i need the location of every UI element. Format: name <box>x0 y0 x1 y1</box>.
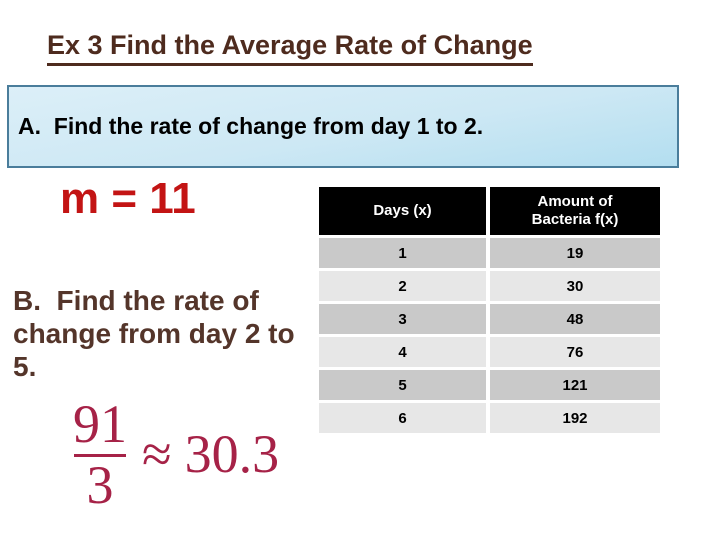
table-cell-day: 4 <box>319 337 486 367</box>
table-cell-amount: 30 <box>490 271 660 301</box>
fraction: 91 3 <box>73 394 127 515</box>
table-cell-day: 6 <box>319 403 486 433</box>
fraction-numerator: 91 <box>73 394 127 454</box>
table-cell-amount: 121 <box>490 370 660 400</box>
table-cell-amount: 19 <box>490 238 660 268</box>
table-cell-amount: 48 <box>490 304 660 334</box>
bacteria-table: Days (x) Amount of Bacteria f(x) 1 19 2 … <box>319 187 660 433</box>
table-header-amount: Amount of Bacteria f(x) <box>490 187 660 235</box>
question-b-text: B. Find the rate of change from day 2 to… <box>13 285 303 383</box>
fraction-denominator: 3 <box>86 454 114 515</box>
fraction-bar <box>74 453 126 457</box>
question-a-box: A. Find the rate of change from day 1 to… <box>7 85 679 168</box>
page-title: Ex 3 Find the Average Rate of Change <box>47 30 533 66</box>
table-cell-amount: 192 <box>490 403 660 433</box>
table-cell-day: 3 <box>319 304 486 334</box>
table-header-days: Days (x) <box>319 187 486 235</box>
question-a-text: A. Find the rate of change from day 1 to… <box>18 113 484 139</box>
table-cell-amount: 76 <box>490 337 660 367</box>
approx-symbol: ≈ <box>142 424 172 485</box>
result-value: 30.3 <box>184 424 280 485</box>
answer-a-text: m = 11 <box>60 174 196 223</box>
equation: 91 3 ≈ 30.3 <box>73 394 280 515</box>
table-cell-day: 2 <box>319 271 486 301</box>
table-cell-day: 1 <box>319 238 486 268</box>
table-cell-day: 5 <box>319 370 486 400</box>
